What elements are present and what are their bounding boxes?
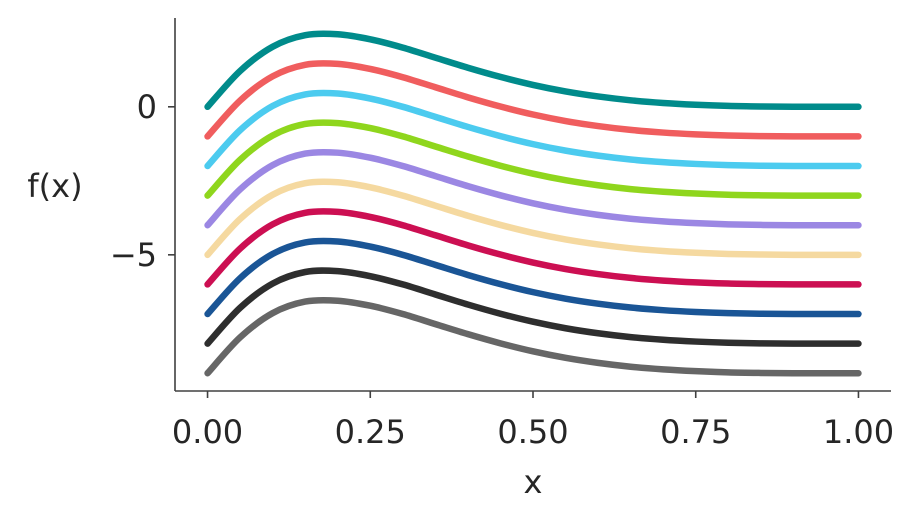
x-axis-label: x (524, 463, 543, 501)
series-line-7 (204, 208, 862, 288)
series-line-8 (204, 237, 862, 318)
series-line-10 (204, 296, 862, 377)
series-line-5 (204, 148, 862, 229)
y-axis-label: f(x) (27, 167, 82, 205)
series-line-1 (204, 30, 862, 111)
series-line-2 (204, 60, 862, 140)
x-tick-label: 0.25 (335, 413, 406, 451)
series-line-9 (204, 267, 862, 347)
x-axis-ticks: 0.00 0.25 0.50 0.75 1.00 (172, 391, 894, 451)
x-tick-label: 0.00 (172, 413, 243, 451)
x-tick-label: 0.75 (660, 413, 731, 451)
series-line-3 (204, 89, 862, 170)
series-line-4 (204, 119, 862, 199)
y-tick-label: −5 (110, 236, 157, 274)
x-tick-label: 0.50 (497, 413, 568, 451)
series-line-6 (204, 178, 862, 259)
x-tick-label: 1.00 (823, 413, 894, 451)
series-layer (204, 30, 862, 377)
y-tick-label: 0 (137, 88, 157, 126)
y-axis-ticks: 0 −5 (110, 88, 175, 274)
